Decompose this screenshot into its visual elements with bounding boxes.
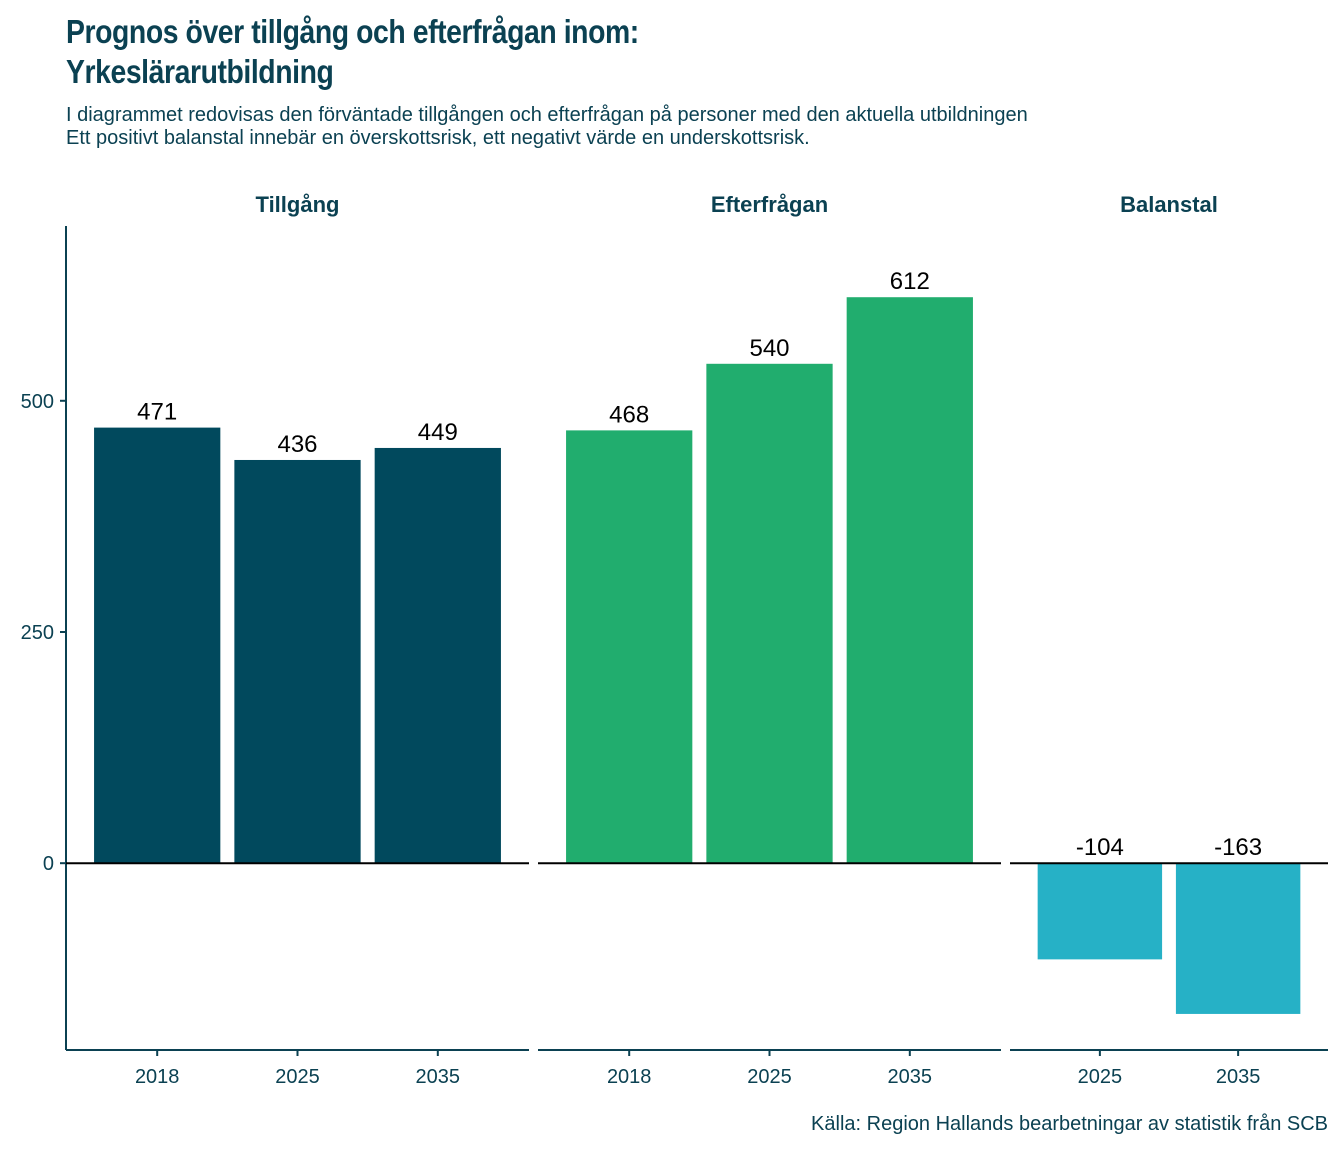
bar-value-label: 471: [137, 399, 177, 426]
bar: [1037, 863, 1163, 960]
chart-title-line-1: Prognos över tillgång och efterfrågan in…: [66, 13, 639, 50]
bar: [566, 430, 693, 864]
chart-subtitle-line-2: Ett positivt balanstal innebär en översk…: [66, 127, 810, 149]
bar: [234, 459, 361, 864]
x-tick-label: 2035: [888, 1066, 933, 1088]
bar-value-label: 449: [418, 419, 458, 446]
bar: [706, 363, 833, 864]
bar: [94, 427, 221, 864]
bar-value-label: 540: [749, 335, 789, 362]
bar-value-label: 612: [890, 268, 930, 295]
bar: [846, 297, 973, 864]
chart-caption: Källa: Region Hallands bearbetningar av …: [811, 1113, 1328, 1135]
x-tick-label: 2035: [416, 1066, 461, 1088]
bar-value-label: 468: [609, 401, 649, 428]
x-tick-label: 2025: [747, 1066, 792, 1088]
x-tick-label: 2035: [1216, 1066, 1261, 1088]
x-tick-label: 2018: [607, 1066, 652, 1088]
chart-subtitle-line-1: I diagrammet redovisas den förväntade ti…: [66, 104, 1028, 126]
bar: [374, 447, 501, 864]
x-tick-label: 2025: [1078, 1066, 1123, 1088]
bar-value-label: -104: [1076, 834, 1124, 861]
chart-title-line-2: Yrkeslärarutbildning: [66, 53, 334, 90]
y-tick-label: 0: [43, 853, 54, 875]
bar-value-label: 436: [277, 431, 317, 458]
x-tick-label: 2025: [275, 1066, 320, 1088]
x-tick-label: 2018: [135, 1066, 180, 1088]
y-tick-label: 250: [21, 622, 54, 644]
facet-strip-label: Efterfrågan: [711, 192, 828, 217]
facet-strip-label: Balanstal: [1120, 192, 1218, 217]
bar: [1175, 863, 1301, 1014]
y-tick-label: 500: [21, 391, 54, 413]
chart-title: Prognos över tillgång och efterfrågan in…: [66, 12, 639, 92]
facet-strip-label: Tillgång: [256, 192, 340, 217]
bar-value-label: -163: [1214, 834, 1262, 861]
chart-subtitle: I diagrammet redovisas den förväntade ti…: [66, 104, 1028, 150]
